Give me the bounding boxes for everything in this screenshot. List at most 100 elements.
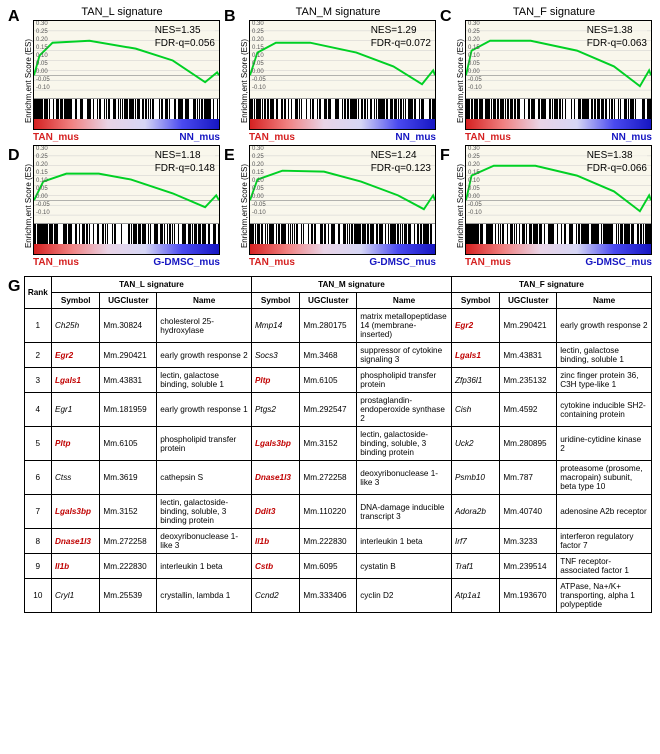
cell-name: zinc finger protein 36, C3H type-like 1 [557, 368, 652, 393]
cell-ugcluster: Mm.193670 [500, 579, 557, 613]
rank-ticks [34, 224, 219, 244]
cell-ugcluster: Mm.235132 [500, 368, 557, 393]
plot-stats: NES=1.38FDR-q=0.063 [587, 25, 647, 50]
cell-ugcluster: Mm.6105 [300, 368, 357, 393]
rank-ticks [466, 99, 651, 119]
cell-ugcluster: Mm.3619 [100, 461, 157, 495]
cell-name: phospholipid transfer protein [357, 368, 452, 393]
plot-title: TAN_M signature [240, 6, 436, 18]
rank-ticks [250, 99, 435, 119]
cell-ugcluster: Mm.787 [500, 461, 557, 495]
th-sub: UGCluster [500, 293, 557, 309]
table-row: 8Dnase1l3Mm.272258deoxyribonuclease 1-li… [24, 529, 651, 554]
th-sub: Symbol [451, 293, 499, 309]
ylabel: Enrichm,ent Score (ES) [24, 164, 33, 248]
cell-rank: 10 [24, 579, 51, 613]
rank-ticks [466, 224, 651, 244]
cell-rank: 6 [24, 461, 51, 495]
rank-ticks [250, 224, 435, 244]
cell-name: cytokine inducible SH2-containing protei… [557, 393, 652, 427]
cell-rank: 9 [24, 554, 51, 579]
rank-gradient [466, 244, 651, 254]
cell-symbol: Ptgs2 [251, 393, 299, 427]
cell-name: proteasome (prosome, macropain) subunit,… [557, 461, 652, 495]
table-row: 5PltpMm.6105phospholipid transfer protei… [24, 427, 651, 461]
cell-rank: 5 [24, 427, 51, 461]
cell-symbol: Pltp [52, 427, 100, 461]
cell-ugcluster: Mm.272258 [300, 461, 357, 495]
cell-ugcluster: Mm.43831 [500, 343, 557, 368]
plot-stats: NES=1.18FDR-q=0.148 [155, 150, 215, 175]
cell-name: early growth response 2 [557, 309, 652, 343]
panel-letter-E: E [224, 147, 238, 165]
cell-ugcluster: Mm.222830 [100, 554, 157, 579]
th-sub: Name [557, 293, 652, 309]
cell-rank: 2 [24, 343, 51, 368]
plot-stats: NES=1.35FDR-q=0.056 [155, 25, 215, 50]
cell-symbol: Atp1a1 [451, 579, 499, 613]
cell-ugcluster: Mm.6095 [300, 554, 357, 579]
ylabel: Enrichm,ent Score (ES) [240, 39, 249, 123]
rank-gradient [250, 119, 435, 129]
rank-gradient [34, 119, 219, 129]
th-rank: Rank [24, 277, 51, 309]
th-group-m: TAN_M signature [251, 277, 451, 293]
plot-stats: NES=1.38FDR-q=0.066 [587, 150, 647, 175]
cell-symbol: Il1b [251, 529, 299, 554]
plot-D: DEnrichm,ent Score (ES)0.300.250.200.150… [8, 145, 220, 268]
plot-stats: NES=1.29FDR-q=0.072 [371, 25, 431, 50]
th-sub: Symbol [52, 293, 100, 309]
xlabels: TAN_musG-DMSC_mus [465, 257, 652, 268]
table-row: 1Ch25hMm.30824cholesterol 25-hydroxylase… [24, 309, 651, 343]
gsea-chart: 0.300.250.200.150.100.050.00-0.05-0.10NE… [465, 20, 652, 130]
cell-ugcluster: Mm.280895 [500, 427, 557, 461]
panel-letter-F: F [440, 147, 454, 165]
cell-symbol: Dnase1l3 [251, 461, 299, 495]
cell-symbol: Cstb [251, 554, 299, 579]
cell-name: lectin, galactose binding, soluble 1 [157, 368, 252, 393]
gsea-chart: 0.300.250.200.150.100.050.00-0.05-0.10NE… [33, 145, 220, 255]
cell-symbol: Ddit3 [251, 495, 299, 529]
cell-name: suppressor of cytokine signaling 3 [357, 343, 452, 368]
cell-name: interleukin 1 beta [357, 529, 452, 554]
table-row: 2Egr2Mm.290421early growth response 2Soc… [24, 343, 651, 368]
cell-name: interferon regulatory factor 7 [557, 529, 652, 554]
cell-symbol: Egr2 [52, 343, 100, 368]
plot-C: CTAN_F signatureEnrichm,ent Score (ES)0.… [440, 6, 652, 143]
xlabels: TAN_musNN_mus [465, 132, 652, 143]
xlabels: TAN_musNN_mus [33, 132, 220, 143]
cell-symbol: Traf1 [451, 554, 499, 579]
cell-symbol: Egr1 [52, 393, 100, 427]
cell-ugcluster: Mm.181959 [100, 393, 157, 427]
cell-rank: 7 [24, 495, 51, 529]
plot-title: TAN_F signature [456, 6, 652, 18]
cell-ugcluster: Mm.3233 [500, 529, 557, 554]
cell-name: cathepsin S [157, 461, 252, 495]
ylabel: Enrichm,ent Score (ES) [24, 39, 33, 123]
th-sub: Name [357, 293, 452, 309]
cell-symbol: Il1b [52, 554, 100, 579]
cell-symbol: Lgals1 [52, 368, 100, 393]
th-group-l: TAN_L signature [52, 277, 252, 293]
plot-E: EEnrichm,ent Score (ES)0.300.250.200.150… [224, 145, 436, 268]
xlabels: TAN_musNN_mus [249, 132, 436, 143]
cell-ugcluster: Mm.40740 [500, 495, 557, 529]
plot-title: TAN_L signature [24, 6, 220, 18]
cell-ugcluster: Mm.290421 [500, 309, 557, 343]
panel-letter-B: B [224, 8, 238, 26]
cell-ugcluster: Mm.222830 [300, 529, 357, 554]
rank-gradient [250, 244, 435, 254]
cell-name: adenosine A2b receptor [557, 495, 652, 529]
cell-name: phospholipid transfer protein [157, 427, 252, 461]
cell-name: DNA-damage inducible transcript 3 [357, 495, 452, 529]
panel-letter-A: A [8, 8, 22, 26]
table-row: 4Egr1Mm.181959early growth response 1Ptg… [24, 393, 651, 427]
cell-name: lectin, galactose binding, soluble 1 [557, 343, 652, 368]
cell-name: matrix metallopeptidase 14 (membrane-ins… [357, 309, 452, 343]
table-row: 10Cryl1Mm.25539crystallin, lambda 1Ccnd2… [24, 579, 651, 613]
cell-symbol: Lgals3bp [251, 427, 299, 461]
cell-name: deoxyribonuclease 1-like 3 [357, 461, 452, 495]
cell-symbol: Pltp [251, 368, 299, 393]
cell-ugcluster: Mm.239514 [500, 554, 557, 579]
cell-name: cyclin D2 [357, 579, 452, 613]
